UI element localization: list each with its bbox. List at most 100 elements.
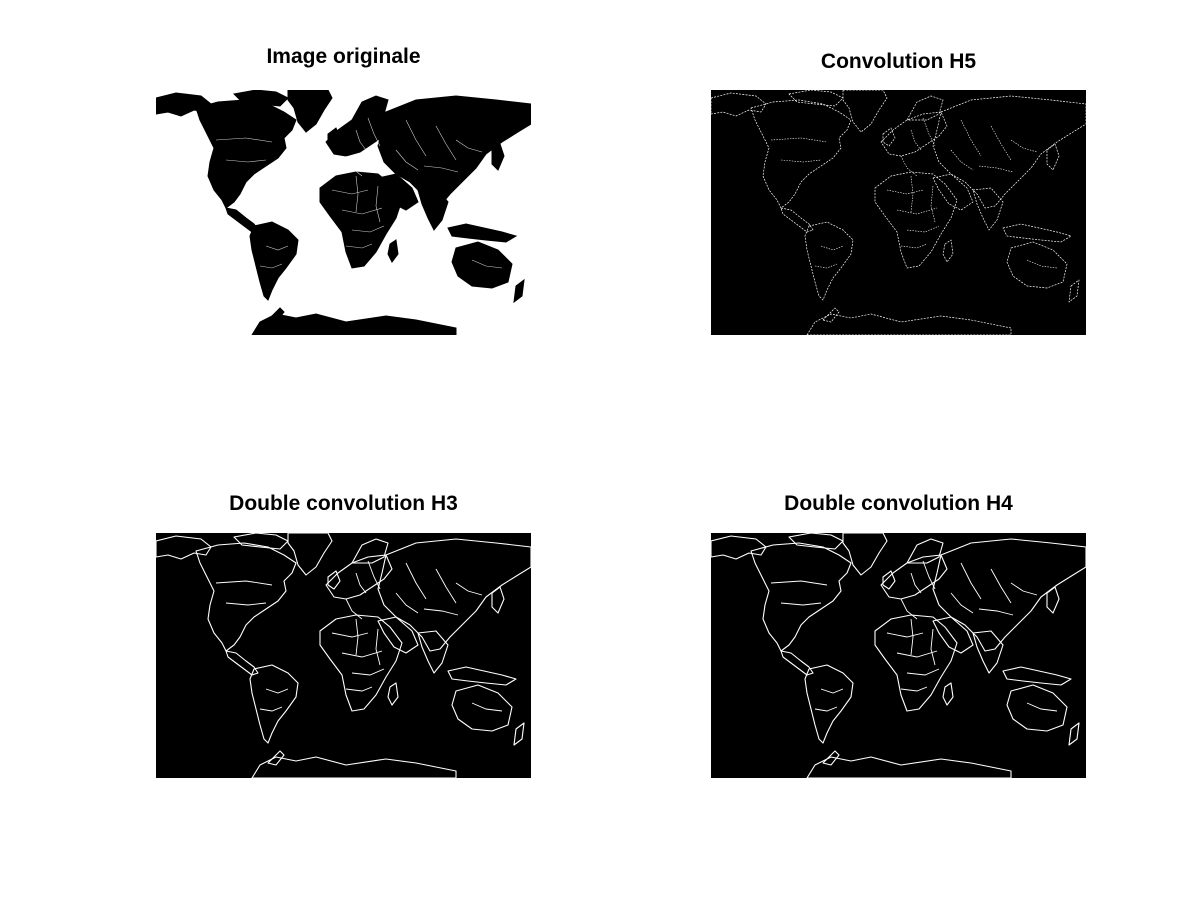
- image-background: [156, 533, 531, 778]
- coastline-alaska: [156, 535, 212, 560]
- border-edge-4: [896, 650, 938, 658]
- panel-title-convolution-h5: Convolution H5: [820, 50, 977, 73]
- border-edge-10: [435, 568, 457, 604]
- border-edge-12: [978, 608, 1014, 616]
- coastline-central-america: [225, 650, 259, 676]
- landmass-scandinavia: [351, 95, 389, 121]
- border-edge-17: [814, 706, 838, 712]
- border-edge-7: [375, 628, 381, 666]
- coastline-india: [972, 187, 1004, 231]
- country-border-18: [471, 259, 503, 269]
- country-border-17: [259, 263, 283, 269]
- image-axes-original: [156, 90, 531, 335]
- coastline-australia: [1006, 241, 1068, 289]
- coastline-indonesia: [1002, 666, 1072, 686]
- border-edge-6: [355, 618, 359, 656]
- border-edge-15: [225, 602, 267, 606]
- border-edge-2: [922, 560, 936, 590]
- coastline-alaska: [711, 92, 767, 117]
- landmass-australia: [451, 241, 513, 289]
- panel-title-double-convolution-h4: Double convolution H4: [784, 492, 1013, 515]
- landmass-arctic-islands: [232, 90, 289, 107]
- coastline-scandinavia: [906, 538, 944, 564]
- coastline-arabia: [932, 616, 974, 654]
- landmass-indonesia: [447, 223, 518, 243]
- border-edge-7: [930, 628, 936, 666]
- coastline-arabia: [932, 173, 974, 211]
- border-edge-13: [395, 592, 419, 614]
- coastline-antarctic-peninsula: [267, 750, 285, 766]
- coastline-japan: [491, 586, 505, 614]
- coastline-alaska: [711, 535, 767, 560]
- coastline-uk: [882, 570, 896, 590]
- border-edge-6: [910, 618, 914, 656]
- coastline-arctic-islands: [788, 533, 844, 550]
- coastline-south-america: [804, 664, 854, 744]
- world-map-edges-h3: [156, 533, 531, 778]
- coastline-antarctic-peninsula: [822, 750, 840, 766]
- border-edge-16: [820, 688, 844, 694]
- country-border-3: [331, 189, 369, 195]
- border-edge-11: [1010, 139, 1038, 153]
- country-border-13: [395, 149, 419, 171]
- border-edge-9: [960, 562, 982, 600]
- border-edge-10: [990, 125, 1012, 161]
- border-edge-0: [900, 598, 918, 620]
- coastline-africa: [319, 614, 403, 712]
- coastline-asia: [932, 95, 1086, 209]
- border-edge-12: [423, 608, 459, 616]
- country-border-9: [405, 119, 427, 157]
- world-map-edges-h5: [711, 90, 1086, 335]
- landmass-madagascar: [387, 239, 399, 263]
- coastline-arctic-islands: [788, 90, 844, 107]
- border-edge-18: [1026, 702, 1058, 712]
- border-edge-2: [922, 117, 936, 147]
- border-edge-16: [820, 245, 844, 251]
- border-edge-14: [215, 580, 273, 586]
- border-edge-8: [345, 686, 373, 692]
- coastline-north-america: [750, 542, 852, 652]
- coastline-asia: [377, 538, 531, 652]
- landmass-antarctic-peninsula: [267, 307, 285, 323]
- border-edge-13: [950, 592, 974, 614]
- coastline-madagascar: [942, 682, 954, 706]
- coastline-new-zealand: [513, 722, 525, 746]
- border-edge-5: [906, 225, 940, 233]
- image-axes-double-convolution-h3: [156, 533, 531, 778]
- border-edge-1: [910, 572, 922, 594]
- landmass-arabia: [377, 173, 419, 211]
- coastline-greenland: [842, 533, 888, 576]
- border-edge-11: [1010, 582, 1038, 596]
- border-edge-16: [265, 688, 289, 694]
- coastline-asia: [932, 538, 1086, 652]
- panel-title-original: Image originale: [266, 45, 421, 68]
- border-edge-3: [886, 632, 924, 638]
- border-edge-9: [960, 119, 982, 157]
- coastline-north-america: [195, 542, 297, 652]
- coastline-north-america: [750, 99, 852, 209]
- border-edge-6: [910, 175, 914, 213]
- coastline-antarctica: [806, 313, 1012, 335]
- coastline-south-america: [804, 221, 854, 301]
- country-border-12: [423, 165, 459, 173]
- border-edge-15: [780, 602, 822, 606]
- landmass-india: [417, 187, 449, 231]
- landmass-south-america: [249, 221, 299, 301]
- border-edge-3: [331, 632, 369, 638]
- coastline-arabia: [377, 616, 419, 654]
- country-border-6: [355, 175, 359, 213]
- coastline-uk: [327, 570, 341, 590]
- border-edge-0: [345, 598, 363, 620]
- coastline-japan: [1046, 143, 1060, 171]
- border-edge-7: [930, 185, 936, 223]
- coastline-arctic-islands: [233, 533, 289, 550]
- coastline-japan: [1046, 586, 1060, 614]
- coastline-india: [972, 630, 1004, 674]
- coastline-antarctic-peninsula: [822, 307, 840, 323]
- coastline-africa: [874, 171, 958, 269]
- country-border-8: [345, 243, 373, 249]
- image-background: [711, 90, 1086, 335]
- country-border-1: [355, 129, 367, 151]
- border-edge-17: [814, 263, 838, 269]
- border-edge-4: [341, 650, 383, 658]
